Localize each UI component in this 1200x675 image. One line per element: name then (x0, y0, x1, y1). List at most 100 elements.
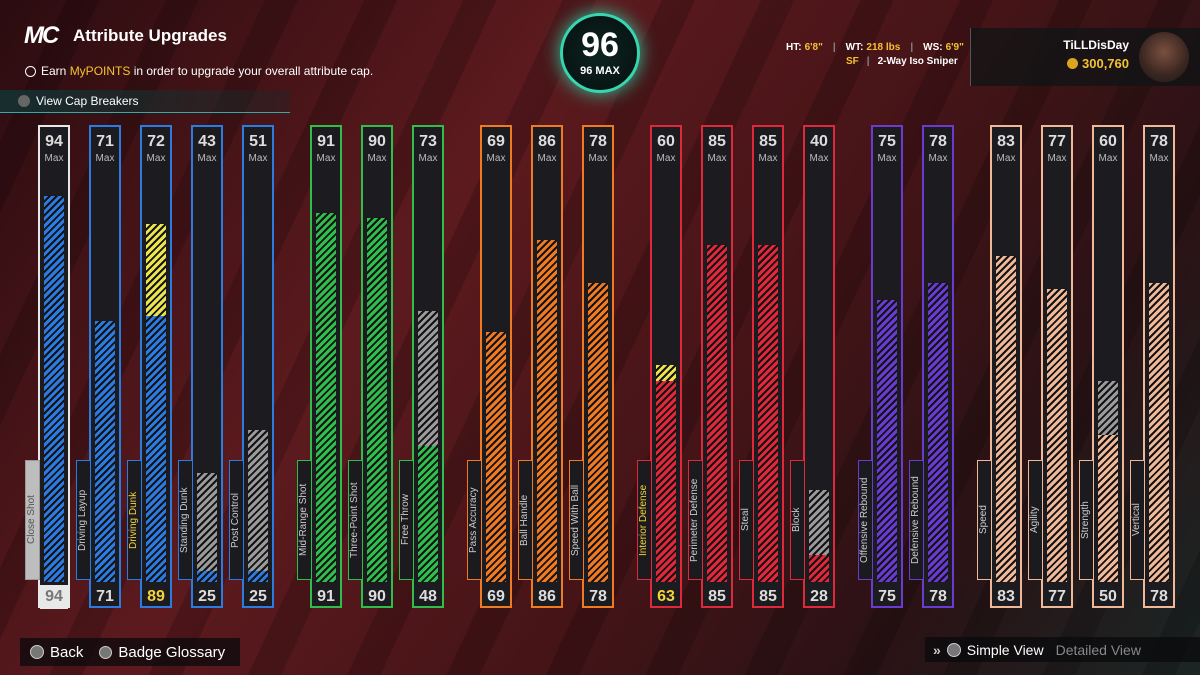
measurement: WT: 218 lbs (846, 42, 901, 53)
max-label: Max (588, 153, 608, 164)
attribute-bar[interactable]: 72 Max 89 (140, 125, 172, 608)
max-label: Max (809, 153, 829, 164)
attribute-bar[interactable]: 75 Max 75 (871, 125, 903, 608)
info-highlight: MyPOINTS (69, 64, 131, 78)
max-label: Max (197, 153, 217, 164)
circle-icon (30, 645, 44, 659)
attribute-bar[interactable]: 90 Max 90 (361, 125, 393, 608)
cap-headroom (809, 489, 829, 555)
attribute-name: Block (790, 460, 805, 580)
max-value: 60 (1099, 133, 1117, 150)
attribute-bar[interactable]: 86 Max 86 (531, 125, 563, 608)
max-label: Max (486, 153, 506, 164)
attribute-name: Standing Dunk (178, 460, 193, 580)
attribute-name: Perimeter Defense (688, 460, 703, 580)
measurement: HT: 6'8" (786, 42, 823, 53)
value-fill (367, 218, 387, 582)
attribute-bar[interactable]: 78 Max 78 (922, 125, 954, 608)
attribute-bar[interactable]: 85 Max 85 (701, 125, 733, 608)
attribute-bar[interactable]: 69 Max 69 (480, 125, 512, 608)
current-value: 48 (419, 588, 437, 605)
square-icon (99, 645, 113, 659)
value-fill (758, 245, 778, 582)
value-fill (996, 256, 1016, 582)
measurement-label: HT: (786, 42, 802, 53)
cap-breakers-button[interactable]: View Cap Breakers (0, 90, 290, 113)
attribute-bar[interactable]: 60 Max 50 (1092, 125, 1124, 608)
attribute-bar[interactable]: 60 Max 63 (650, 125, 682, 608)
attribute-bar[interactable]: 78 Max 78 (582, 125, 614, 608)
measurement-value: 6'9" (945, 42, 964, 53)
simple-view[interactable]: Simple View (966, 641, 1044, 658)
cap-headroom (197, 473, 217, 572)
attribute-bar-selected[interactable]: 94 Max 94 (38, 125, 70, 609)
footer-right: » Simple View Detailed View (925, 637, 1200, 662)
measurement: WS: 6'9" (923, 42, 964, 53)
attribute-bar[interactable]: 77 Max 77 (1041, 125, 1073, 608)
vc-amount: 300,760 (1082, 56, 1129, 71)
max-value: 51 (249, 133, 267, 150)
player-panel: TiLLDisDay 300,760 (970, 28, 1200, 86)
current-value: 50 (1099, 588, 1117, 605)
detailed-view[interactable]: Detailed View (1055, 641, 1141, 658)
overall-value: 96 (581, 26, 619, 64)
attribute-name: Interior Defense (637, 460, 652, 580)
max-value: 40 (810, 133, 828, 150)
button-label: View Cap Breakers (36, 94, 139, 108)
value-fill (1098, 435, 1118, 582)
attribute-bar[interactable]: 78 Max 78 (1143, 125, 1175, 608)
attribute-name: Mid-Range Shot (297, 460, 312, 580)
attribute-bar[interactable]: 43 Max 25 (191, 125, 223, 608)
value-fill (1047, 288, 1067, 582)
attribute-bar[interactable]: 51 Max 25 (242, 125, 274, 608)
max-value: 86 (538, 133, 556, 150)
boost-fill (656, 364, 676, 382)
divider: | (866, 56, 870, 67)
max-label: Max (758, 153, 778, 164)
attribute-name: Offensive Rebound (858, 460, 873, 580)
value-fill (1149, 283, 1169, 582)
attribute-name: Strength (1079, 460, 1094, 580)
attribute-bar[interactable]: 85 Max 85 (752, 125, 784, 608)
max-value: 75 (878, 133, 896, 150)
attribute-name: Speed (977, 460, 992, 580)
max-label: Max (1149, 153, 1169, 164)
max-value: 90 (368, 133, 386, 150)
back-button[interactable]: Back (50, 643, 84, 661)
attribute-bar[interactable]: 73 Max 48 (412, 125, 444, 608)
max-label: Max (996, 153, 1016, 164)
current-value: 89 (147, 588, 165, 605)
value-fill (44, 196, 64, 582)
current-value: 85 (708, 588, 726, 605)
footer-left: Back Badge Glossary (20, 638, 240, 666)
current-value: 69 (487, 588, 505, 605)
max-value: 78 (929, 133, 947, 150)
archetype: 2-Way Iso Sniper (877, 56, 958, 67)
max-label: Max (316, 153, 336, 164)
value-fill (146, 315, 166, 582)
value-fill (248, 571, 268, 582)
measurements: HT: 6'8" | WT: 218 lbs | WS: 6'9" (786, 42, 964, 53)
max-value: 73 (419, 133, 437, 150)
attribute-bar[interactable]: 71 Max 71 (89, 125, 121, 608)
current-value: 90 (368, 588, 386, 605)
max-value: 78 (1150, 133, 1168, 150)
attribute-bar[interactable]: 91 Max 91 (310, 125, 342, 608)
badge-glossary-button[interactable]: Badge Glossary (118, 643, 226, 661)
attribute-name: Ball Handle (518, 460, 533, 580)
max-label: Max (44, 153, 64, 164)
attribute-bar[interactable]: 83 Max 83 (990, 125, 1022, 608)
max-label: Max (928, 153, 948, 164)
attribute-bar[interactable]: 40 Max 28 (803, 125, 835, 608)
player-role: SF | 2-Way Iso Sniper (846, 56, 958, 67)
current-value: 25 (198, 588, 216, 605)
value-fill (197, 571, 217, 582)
value-fill (486, 332, 506, 582)
current-value: 25 (249, 588, 267, 605)
value-fill (418, 446, 438, 582)
max-label: Max (1047, 153, 1067, 164)
logo: MC (24, 22, 59, 49)
button-icon (18, 95, 30, 107)
max-value: 91 (317, 133, 335, 150)
position: SF (846, 56, 859, 67)
